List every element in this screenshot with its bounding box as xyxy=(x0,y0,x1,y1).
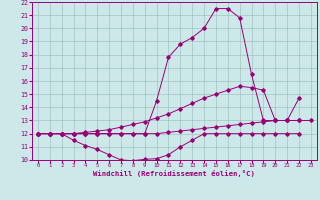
X-axis label: Windchill (Refroidissement éolien,°C): Windchill (Refroidissement éolien,°C) xyxy=(93,170,255,177)
